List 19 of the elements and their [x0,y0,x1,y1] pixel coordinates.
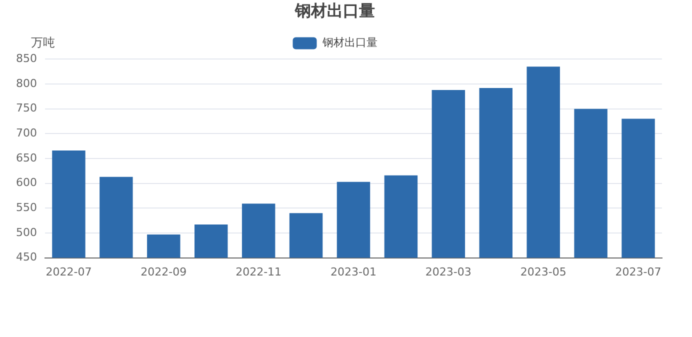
y-tick-label: 500 [16,226,37,239]
chart-title: 钢材出口量 [294,0,375,20]
legend-label: 钢材出口量 [321,36,378,50]
x-tick-label: 2023-01 [330,265,376,278]
y-tick-label: 850 [16,52,37,66]
y-tick-label: 800 [16,76,37,90]
x-tick-label: 2023-05 [520,265,566,278]
y-tick-label: 700 [16,126,37,140]
y-axis-title: 万吨 [30,35,55,50]
y-tick-label: 650 [16,151,37,164]
x-tick-label: 2022-07 [46,265,92,278]
x-tick-label: 2022-11 [236,265,282,278]
y-tick-label: 600 [16,176,37,190]
y-tick-label: 550 [16,201,37,214]
x-tick-label: 2023-07 [615,265,662,278]
y-tick-label: 450 [16,250,37,264]
y-tick-label: 750 [16,102,37,115]
x-tick-label: 2022-09 [140,265,187,278]
x-tick-label: 2023-03 [425,265,472,278]
